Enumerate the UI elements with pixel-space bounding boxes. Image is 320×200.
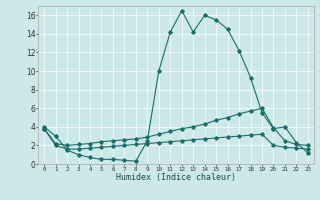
X-axis label: Humidex (Indice chaleur): Humidex (Indice chaleur) (116, 173, 236, 182)
